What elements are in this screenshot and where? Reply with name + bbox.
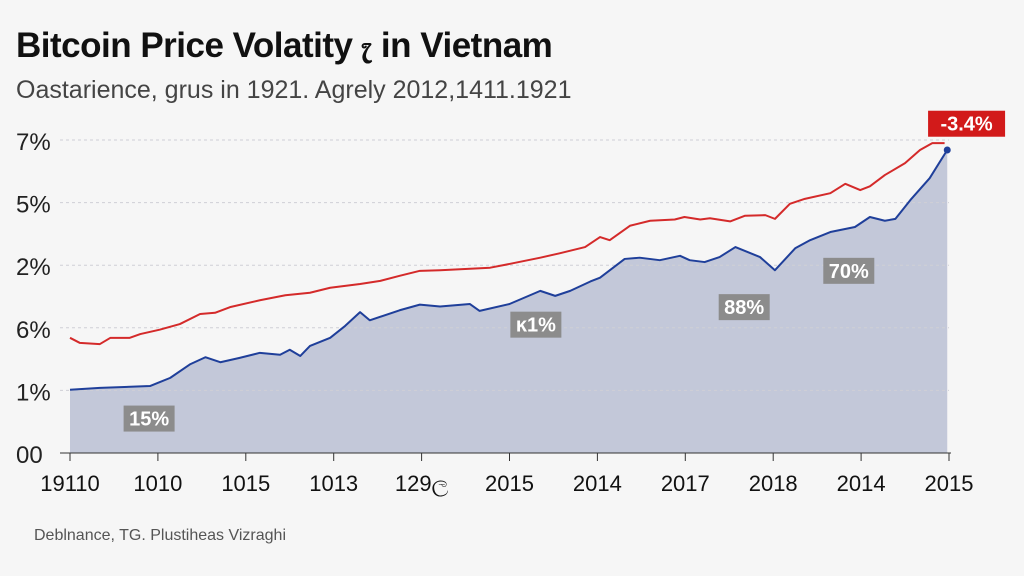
- annotation-box: [928, 110, 1006, 137]
- x-tick-label: 2014: [837, 471, 886, 496]
- annotation-box: [510, 311, 562, 338]
- x-tick-label: 2017: [661, 471, 710, 496]
- chart-title: Bitcoin Price Volatity ෭ in Vietnam: [16, 26, 553, 65]
- series-line-red: [69, 142, 945, 346]
- y-tick-label: 7%: [16, 129, 51, 156]
- area-fill: [70, 150, 948, 454]
- series-line-blue: [69, 149, 949, 391]
- y-tick-label: 1%: [16, 379, 51, 406]
- x-tick-label: 1013: [309, 471, 358, 496]
- annotation-box: [123, 405, 175, 432]
- endpoint-marker: [943, 146, 951, 154]
- annotation-label: ĸ1%: [516, 315, 556, 337]
- x-tick-label: 129ල: [395, 471, 449, 497]
- y-tick-label: 00: [16, 442, 43, 469]
- annotation-label: 70%: [829, 261, 869, 283]
- x-tick-label: 2014: [573, 471, 622, 496]
- x-tick-label: 1010: [133, 471, 182, 496]
- x-tick-label: 19110: [40, 471, 100, 496]
- chart-source: Deblnance, TG. Plustiheas Vizraghi: [34, 527, 286, 544]
- annotation-label: 88%: [724, 297, 764, 319]
- y-tick-label: 5%: [16, 192, 51, 219]
- x-tick-label: 2015: [485, 471, 534, 496]
- chart-subtitle: Oastarience, grus in 1921. Agrely 2012,1…: [16, 76, 572, 104]
- x-tick-label: 1015: [221, 471, 270, 496]
- annotation-box: [718, 294, 770, 321]
- x-tick-label: 2018: [749, 471, 798, 496]
- y-tick-label: 2%: [16, 254, 51, 281]
- y-tick-label: 6%: [16, 317, 51, 344]
- annotation-label: -3.4%: [940, 114, 992, 136]
- annotation-box: [823, 257, 875, 284]
- annotation-label: 15%: [129, 409, 169, 431]
- x-tick-label: 2015: [925, 471, 974, 496]
